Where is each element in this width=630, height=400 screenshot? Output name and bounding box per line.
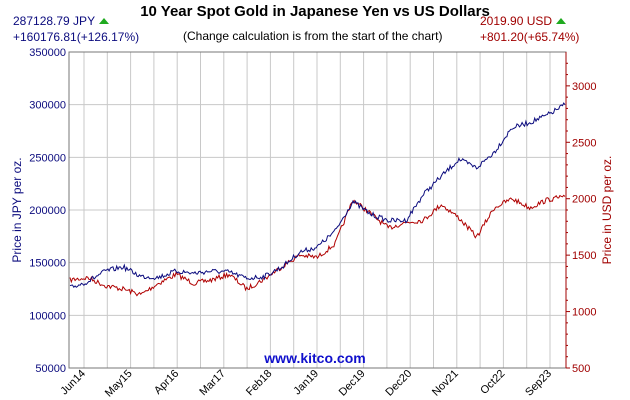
left-tick-label: 350000 xyxy=(29,47,66,59)
right-tick-label: 2500 xyxy=(572,137,596,149)
x-tick-label: Dec20 xyxy=(383,368,414,399)
left-axis: 50000 100000 150000 200000 250000 300000 35000… xyxy=(29,47,66,375)
usd-price: 2019.90 USD xyxy=(480,14,567,28)
chart-grid xyxy=(69,51,566,369)
right-tick-label: 2000 xyxy=(572,194,596,206)
watermark-text: www.kitco.com xyxy=(263,350,365,366)
right-tick-label: 1500 xyxy=(572,250,596,262)
x-tick-label: Mar17 xyxy=(197,368,228,399)
right-tick-label: 3000 xyxy=(572,81,596,93)
jpy-price-value: 287128.79 JPY xyxy=(13,14,96,28)
left-tick-label: 150000 xyxy=(29,258,66,270)
left-tick-label: 100000 xyxy=(29,310,66,322)
right-axis: 500 1000 1500 2000 2500 3000 xyxy=(565,52,596,375)
usd-change: +801.20(+65.74%) xyxy=(480,30,580,44)
x-tick-label: Feb18 xyxy=(244,368,275,399)
x-tick-label: May15 xyxy=(103,368,135,400)
x-tick-label: Apr16 xyxy=(152,368,181,397)
jpy-price: 287128.79 JPY xyxy=(13,14,110,28)
x-tick-label: Sep23 xyxy=(523,368,554,399)
series-layer xyxy=(69,102,566,297)
left-tick-label: 250000 xyxy=(29,152,66,164)
jpy-change: +160176.81(+126.17%) xyxy=(13,30,140,44)
left-tick-label: 50000 xyxy=(35,363,66,375)
jpy-series-line xyxy=(69,102,566,288)
left-tick-label: 200000 xyxy=(29,205,66,217)
x-tick-label: Dec19 xyxy=(337,368,368,399)
left-axis-label: Price in JPY per oz. xyxy=(10,157,24,262)
left-tick-label: 300000 xyxy=(29,100,66,112)
chart-subtitle: (Change calculation is from the start of… xyxy=(183,29,443,43)
chart-title: 10 Year Spot Gold in Japanese Yen vs US … xyxy=(140,3,490,20)
x-axis: Jun14 May15 Apr16 Mar17 Feb18 Jan19 Dec19 Dec20… xyxy=(58,368,554,400)
x-tick-label: Nov21 xyxy=(430,368,461,399)
usd-series-line xyxy=(69,194,566,297)
x-tick-label: Jan19 xyxy=(291,368,321,398)
right-axis-label: Price in USD per oz. xyxy=(600,156,614,265)
x-tick-label: Oct22 xyxy=(478,368,507,397)
right-tick-label: 1000 xyxy=(572,307,596,319)
right-tick-label: 500 xyxy=(572,363,590,375)
up-arrow-icon xyxy=(556,18,567,24)
up-arrow-icon xyxy=(99,18,110,24)
usd-price-value: 2019.90 USD xyxy=(480,14,553,28)
